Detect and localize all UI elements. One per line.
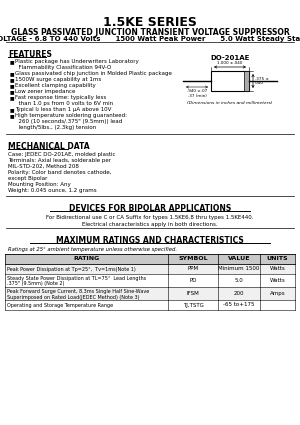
Text: ■: ■ <box>10 83 15 88</box>
Text: MIL-STD-202, Method 208: MIL-STD-202, Method 208 <box>8 164 79 169</box>
Text: 200: 200 <box>234 291 244 296</box>
Text: Excellent clamping capability: Excellent clamping capability <box>15 83 96 88</box>
Text: For Bidirectional use C or CA Suffix for types 1.5KE6.8 thru types 1.5KE440.: For Bidirectional use C or CA Suffix for… <box>46 215 254 220</box>
Text: Glass passivated chip junction in Molded Plastic package: Glass passivated chip junction in Molded… <box>15 71 172 76</box>
Bar <box>5 264 295 274</box>
Text: ■: ■ <box>10 59 15 64</box>
Text: PPM: PPM <box>188 266 199 272</box>
Text: MAXIMUM RATINGS AND CHARACTERISTICS: MAXIMUM RATINGS AND CHARACTERISTICS <box>56 236 244 245</box>
Text: DEVICES FOR BIPOLAR APPLICATIONS: DEVICES FOR BIPOLAR APPLICATIONS <box>69 204 231 213</box>
Text: MECHANICAL DATA: MECHANICAL DATA <box>8 142 90 151</box>
Bar <box>244 71 249 91</box>
Text: ■: ■ <box>10 113 15 118</box>
Text: Watts: Watts <box>270 266 285 272</box>
Text: Terminals: Axial leads, solderable per: Terminals: Axial leads, solderable per <box>8 158 111 163</box>
Text: SYMBOL: SYMBOL <box>178 257 208 261</box>
Text: 1.5KE SERIES: 1.5KE SERIES <box>103 16 197 29</box>
Text: ■: ■ <box>10 95 15 100</box>
Bar <box>5 254 295 264</box>
Text: RATING: RATING <box>74 257 100 261</box>
Text: length/5lbs., (2.3kg) tension: length/5lbs., (2.3kg) tension <box>15 125 96 130</box>
Text: .375" (9.5mm) (Note 2): .375" (9.5mm) (Note 2) <box>7 281 64 286</box>
Text: Peak Power Dissipation at Tp=25°,  Tv=1ms(Note 1): Peak Power Dissipation at Tp=25°, Tv=1ms… <box>7 266 136 272</box>
Text: -65 to+175: -65 to+175 <box>223 303 255 308</box>
Text: FEATURES: FEATURES <box>8 50 52 59</box>
Bar <box>5 287 295 300</box>
Text: Operating and Storage Temperature Range: Operating and Storage Temperature Range <box>7 303 113 308</box>
Text: Weight: 0.045 ounce, 1.2 grams: Weight: 0.045 ounce, 1.2 grams <box>8 188 97 193</box>
Text: Flammability Classification 94V-O: Flammability Classification 94V-O <box>15 65 111 70</box>
Text: 5.0: 5.0 <box>235 278 243 283</box>
Text: ■: ■ <box>10 107 15 112</box>
Text: ■: ■ <box>10 77 15 82</box>
Text: ■: ■ <box>10 71 15 76</box>
Text: TJ,TSTG: TJ,TSTG <box>183 303 203 308</box>
Text: Ratings at 25° ambient temperature unless otherwise specified.: Ratings at 25° ambient temperature unles… <box>8 247 177 252</box>
Text: Electrical characteristics apply in both directions.: Electrical characteristics apply in both… <box>82 222 218 227</box>
Text: GLASS PASSIVATED JUNCTION TRANSIENT VOLTAGE SUPPRESSOR: GLASS PASSIVATED JUNCTION TRANSIENT VOLT… <box>11 28 290 37</box>
Text: Low zener impedance: Low zener impedance <box>15 89 75 94</box>
Text: Watts: Watts <box>270 278 285 283</box>
Text: 1.000 ±.040: 1.000 ±.040 <box>217 61 243 65</box>
Text: VOLTAGE - 6.8 TO 440 Volts      1500 Watt Peak Power      5.0 Watt Steady State: VOLTAGE - 6.8 TO 440 Volts 1500 Watt Pea… <box>0 36 300 42</box>
Text: PD: PD <box>189 278 197 283</box>
Text: (Dimensions in inches and millimeters): (Dimensions in inches and millimeters) <box>187 101 273 105</box>
Text: Case: JEDEC DO-201AE, molded plastic: Case: JEDEC DO-201AE, molded plastic <box>8 152 115 157</box>
Text: .375 ±
.040: .375 ± .040 <box>255 76 269 85</box>
Text: Steady State Power Dissipation at TL=75°  Lead Lengths: Steady State Power Dissipation at TL=75°… <box>7 276 146 281</box>
Text: Minimum 1500: Minimum 1500 <box>218 266 260 272</box>
Text: Peak Forward Surge Current, 8.3ms Single Half Sine-Wave: Peak Forward Surge Current, 8.3ms Single… <box>7 289 149 294</box>
Text: IFSM: IFSM <box>187 291 200 296</box>
Text: Polarity: Color band denotes cathode,: Polarity: Color band denotes cathode, <box>8 170 112 175</box>
Bar <box>5 274 295 287</box>
Text: High temperature soldering guaranteed:: High temperature soldering guaranteed: <box>15 113 127 118</box>
Text: UNITS: UNITS <box>267 257 288 261</box>
Text: except Bipolar: except Bipolar <box>8 176 47 181</box>
Text: 260 (10 seconds/.375" (9.5mm)) lead: 260 (10 seconds/.375" (9.5mm)) lead <box>15 119 122 124</box>
Text: Plastic package has Underwriters Laboratory: Plastic package has Underwriters Laborat… <box>15 59 139 64</box>
Text: Superimposed on Rated Load(JEDEC Method) (Note 3): Superimposed on Rated Load(JEDEC Method)… <box>7 295 140 300</box>
Text: than 1.0 ps from 0 volts to 6V min: than 1.0 ps from 0 volts to 6V min <box>15 101 113 106</box>
Text: ■: ■ <box>10 89 15 94</box>
Text: VALUE: VALUE <box>228 257 250 261</box>
Text: 1500W surge capability at 1ms: 1500W surge capability at 1ms <box>15 77 101 82</box>
Text: Typical I₂ less than 1 µA above 10V: Typical I₂ less than 1 µA above 10V <box>15 107 111 112</box>
Bar <box>5 300 295 310</box>
Bar <box>211 71 249 91</box>
Text: .940 ±.07
.37 (min): .940 ±.07 .37 (min) <box>187 89 207 98</box>
Text: Amps: Amps <box>270 291 285 296</box>
Text: Mounting Position: Any: Mounting Position: Any <box>8 182 71 187</box>
Text: DO-201AE: DO-201AE <box>210 55 250 61</box>
Text: Fast response time: typically less: Fast response time: typically less <box>15 95 106 100</box>
